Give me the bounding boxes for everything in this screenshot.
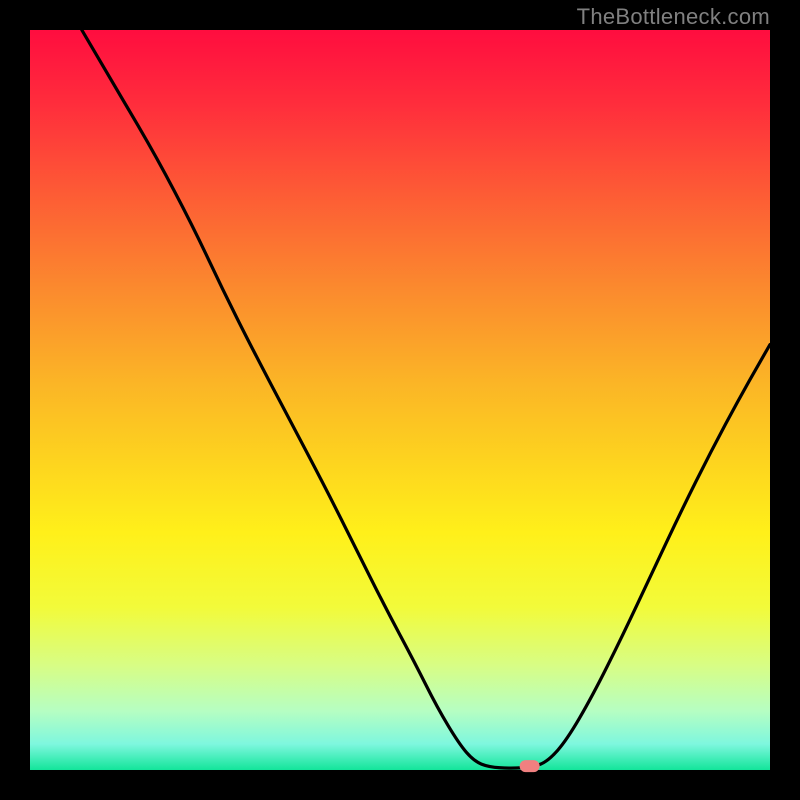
watermark-text: TheBottleneck.com: [577, 4, 770, 30]
chart-outer-frame: TheBottleneck.com: [0, 0, 800, 800]
bottleneck-curve: [30, 30, 770, 770]
plot-area: [30, 30, 770, 770]
optimal-point-marker: [519, 760, 540, 772]
